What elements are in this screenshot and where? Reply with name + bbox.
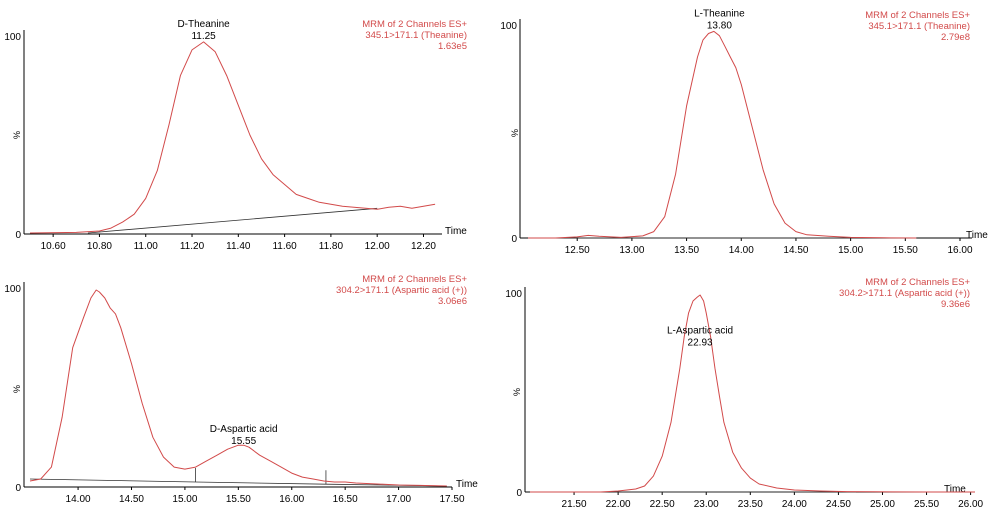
peak-time-label: 13.80 [707, 20, 732, 31]
x-tick-label: 12.50 [565, 245, 590, 256]
x-tick-label: 16.00 [279, 494, 304, 505]
x-tick-label: 10.60 [41, 241, 66, 252]
x-tick-label: 16.50 [333, 494, 358, 505]
x-tick-label: 15.50 [893, 245, 918, 256]
channel-header: MRM of 2 Channels ES+ [362, 19, 467, 30]
chromatogram-panel: 0 100% 21.50 22.00 22.50 23.00 23.50 24.00 24.50… [505, 277, 983, 510]
y-tick-label: 0 [15, 483, 21, 494]
peak-time-label: 11.25 [191, 31, 216, 42]
intensity-label: 1.63e5 [438, 41, 467, 52]
chromatogram-panel: 0 100% 12.50 13.00 13.50 14.00 14.50 15.00 15.50… [500, 8, 988, 256]
peak-name-label: L-Theanine [694, 8, 745, 19]
x-tick-label: 15.00 [838, 245, 863, 256]
x-tick-label: 24.00 [782, 499, 807, 510]
intensity-label: 9.36e6 [941, 299, 970, 310]
x-tick-label: 15.50 [226, 494, 251, 505]
x-axis-label: Time [445, 226, 467, 237]
y-axis-label: % [12, 385, 22, 393]
integration-baseline [29, 478, 447, 487]
x-tick-label: 23.50 [738, 499, 763, 510]
x-tick-label: 11.20 [180, 241, 205, 252]
y-tick-label: 100 [4, 284, 21, 295]
x-tick-label: 25.00 [870, 499, 895, 510]
transition-label: 304.2>171.1 (Aspartic acid (+)) [336, 285, 467, 296]
transition-label: 345.1>171.1 (Theanine) [868, 21, 970, 32]
x-tick-label: 11.80 [319, 241, 344, 252]
y-axis-label: % [510, 129, 520, 137]
peak-time-label: 22.93 [688, 338, 713, 349]
x-tick-label: 24.50 [826, 499, 851, 510]
y-tick-label: 100 [500, 21, 517, 32]
chromatogram-trace [528, 30, 917, 239]
x-tick-label: 26.00 [958, 499, 983, 510]
x-tick-label: 13.00 [619, 245, 644, 256]
channel-header: MRM of 2 Channels ES+ [362, 274, 467, 285]
channel-header: MRM of 2 Channels ES+ [865, 10, 970, 21]
x-axis-label: Time [456, 479, 478, 490]
x-tick-label: 12.20 [411, 241, 436, 252]
chromatogram-panel: 0 100% 14.00 14.50 15.00 15.50 16.00 16.50 17.00… [4, 274, 478, 505]
chromatogram-trace [29, 289, 447, 487]
x-tick-label: 17.50 [439, 494, 464, 505]
x-tick-label: 11.00 [134, 241, 159, 252]
y-tick-label: 0 [15, 230, 21, 241]
chromatogram-trace [29, 41, 436, 234]
x-tick-label: 13.50 [674, 245, 699, 256]
x-axis-label: Time [966, 230, 988, 241]
x-tick-label: 17.00 [386, 494, 411, 505]
x-tick-label: 22.50 [650, 499, 675, 510]
x-tick-label: 14.00 [729, 245, 754, 256]
intensity-label: 2.79e8 [941, 32, 970, 43]
y-tick-label: 100 [4, 32, 21, 43]
x-tick-label: 14.50 [119, 494, 144, 505]
transition-label: 304.2>171.1 (Aspartic acid (+)) [839, 288, 970, 299]
x-tick-label: 10.80 [87, 241, 112, 252]
intensity-label: 3.06e6 [438, 296, 467, 307]
x-tick-label: 23.00 [694, 499, 719, 510]
x-tick-label: 12.00 [365, 241, 390, 252]
peak-time-label: 15.55 [231, 436, 256, 447]
y-tick-label: 0 [511, 234, 517, 245]
x-tick-label: 14.50 [783, 245, 808, 256]
y-tick-label: 0 [516, 488, 522, 499]
x-tick-label: 16.00 [947, 245, 972, 256]
y-axis-label: % [12, 131, 22, 139]
x-tick-label: 14.00 [66, 494, 91, 505]
x-tick-label: 11.40 [226, 241, 251, 252]
peak-name-label: D-Aspartic acid [210, 424, 278, 435]
chromatogram-trace [530, 294, 975, 493]
x-tick-label: 22.00 [606, 499, 631, 510]
x-tick-label: 11.60 [272, 241, 297, 252]
peak-name-label: D-Theanine [177, 19, 230, 30]
channel-header: MRM of 2 Channels ES+ [865, 277, 970, 288]
y-tick-label: 100 [505, 289, 522, 300]
x-tick-label: 25.50 [914, 499, 939, 510]
chromatogram-panel: 0 100% 10.60 10.80 11.00 11.20 11.40 11.60 11.80… [4, 19, 467, 252]
transition-label: 345.1>171.1 (Theanine) [365, 30, 467, 41]
x-tick-label: 21.50 [562, 499, 587, 510]
y-axis-label: % [512, 388, 522, 396]
x-tick-label: 15.00 [172, 494, 197, 505]
peak-name-label: L-Aspartic acid [667, 326, 733, 337]
integration-baseline [87, 207, 378, 234]
x-axis-label: Time [944, 484, 966, 495]
